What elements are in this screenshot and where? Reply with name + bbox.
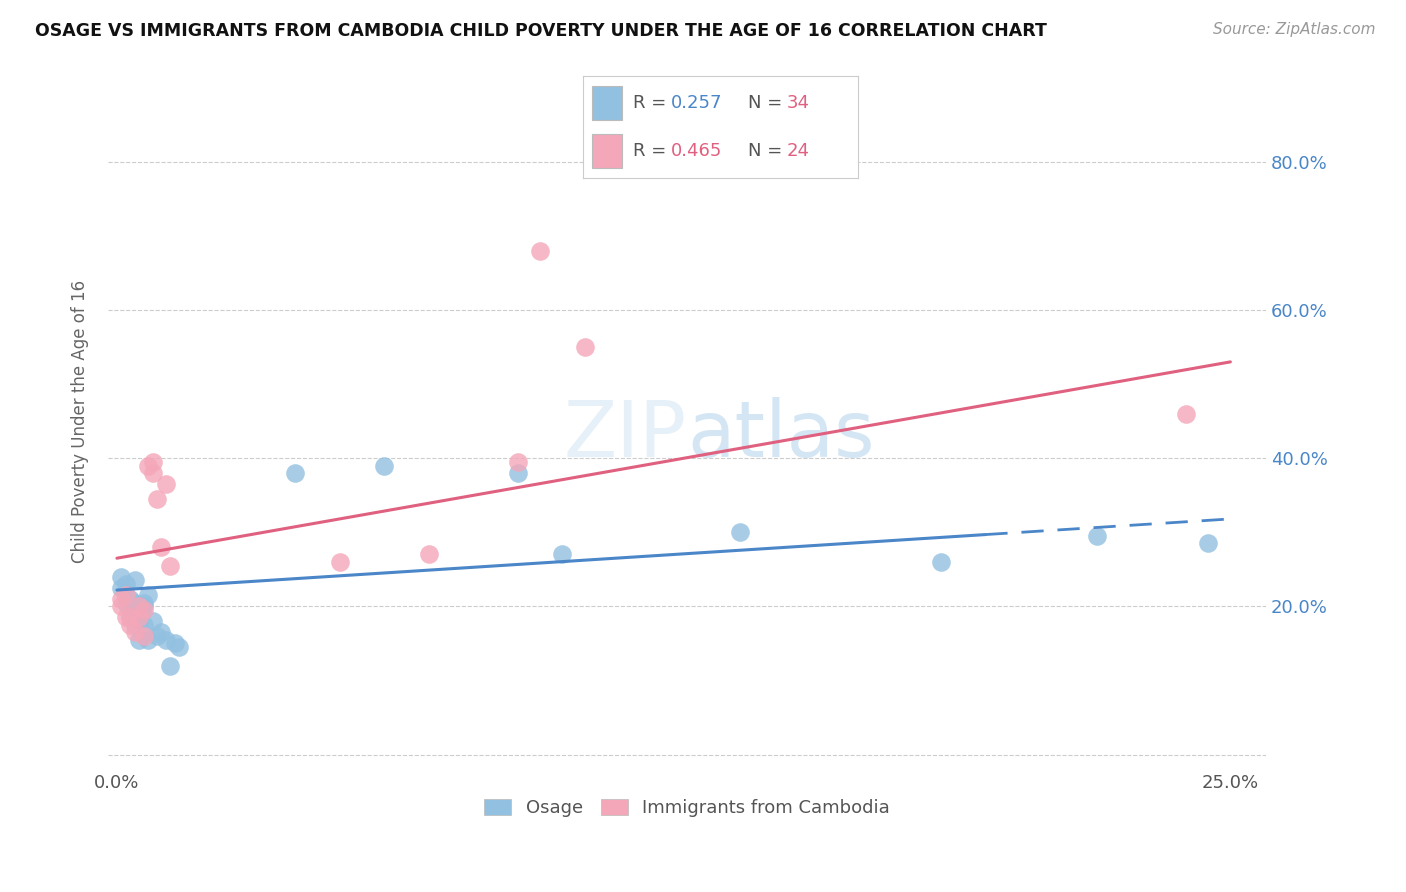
Text: atlas: atlas: [688, 397, 875, 473]
Point: [136, 632, 159, 647]
Point: [506, 466, 529, 480]
Point: [529, 244, 551, 258]
Text: OSAGE VS IMMIGRANTS FROM CAMBODIA CHILD POVERTY UNDER THE AGE OF 16 CORRELATION : OSAGE VS IMMIGRANTS FROM CAMBODIA CHILD …: [35, 22, 1047, 40]
Point: [159, 658, 181, 673]
Point: [124, 574, 146, 588]
Text: R =: R =: [633, 94, 672, 112]
Bar: [592, 87, 621, 120]
Point: [114, 577, 136, 591]
Point: [120, 603, 142, 617]
Point: [141, 455, 163, 469]
Text: 34: 34: [786, 94, 810, 112]
Point: [163, 636, 186, 650]
Text: N =: N =: [748, 142, 787, 161]
Point: [136, 458, 159, 473]
Point: [128, 599, 150, 614]
Point: [167, 640, 190, 654]
Point: [418, 548, 440, 562]
Point: [128, 632, 150, 647]
Point: [114, 588, 136, 602]
Point: [1085, 529, 1108, 543]
Point: [110, 570, 132, 584]
Text: Source: ZipAtlas.com: Source: ZipAtlas.com: [1212, 22, 1375, 37]
Y-axis label: Child Poverty Under the Age of 16: Child Poverty Under the Age of 16: [72, 279, 89, 563]
Point: [155, 632, 177, 647]
Point: [110, 599, 132, 614]
Text: 0.465: 0.465: [671, 142, 723, 161]
Point: [141, 614, 163, 628]
Legend: Osage, Immigrants from Cambodia: Osage, Immigrants from Cambodia: [477, 791, 897, 824]
Point: [124, 625, 146, 640]
Point: [124, 596, 146, 610]
Bar: [592, 135, 621, 168]
Point: [128, 614, 150, 628]
Point: [1174, 407, 1197, 421]
Point: [730, 525, 752, 540]
Point: [141, 466, 163, 480]
Point: [114, 588, 136, 602]
Point: [146, 491, 169, 506]
Point: [120, 591, 142, 606]
Point: [574, 340, 596, 354]
Text: ZIP: ZIP: [564, 397, 688, 473]
Point: [120, 610, 142, 624]
Point: [128, 599, 150, 614]
Text: 0.257: 0.257: [671, 94, 723, 112]
Point: [132, 618, 155, 632]
Point: [1197, 536, 1219, 550]
Point: [551, 548, 574, 562]
Point: [128, 610, 150, 624]
Point: [150, 540, 173, 554]
Point: [132, 629, 155, 643]
Point: [110, 591, 132, 606]
Point: [506, 455, 529, 469]
Point: [284, 466, 307, 480]
Point: [120, 610, 142, 624]
Point: [373, 458, 395, 473]
Point: [132, 599, 155, 614]
Point: [136, 588, 159, 602]
Point: [114, 610, 136, 624]
Point: [114, 596, 136, 610]
Point: [132, 596, 155, 610]
Text: N =: N =: [748, 94, 787, 112]
Point: [159, 558, 181, 573]
Point: [120, 618, 142, 632]
Point: [132, 603, 155, 617]
Point: [146, 629, 169, 643]
Text: R =: R =: [633, 142, 672, 161]
Point: [155, 477, 177, 491]
Point: [929, 555, 952, 569]
Point: [124, 618, 146, 632]
Point: [150, 625, 173, 640]
Point: [110, 581, 132, 595]
Point: [329, 555, 352, 569]
Text: 24: 24: [786, 142, 810, 161]
